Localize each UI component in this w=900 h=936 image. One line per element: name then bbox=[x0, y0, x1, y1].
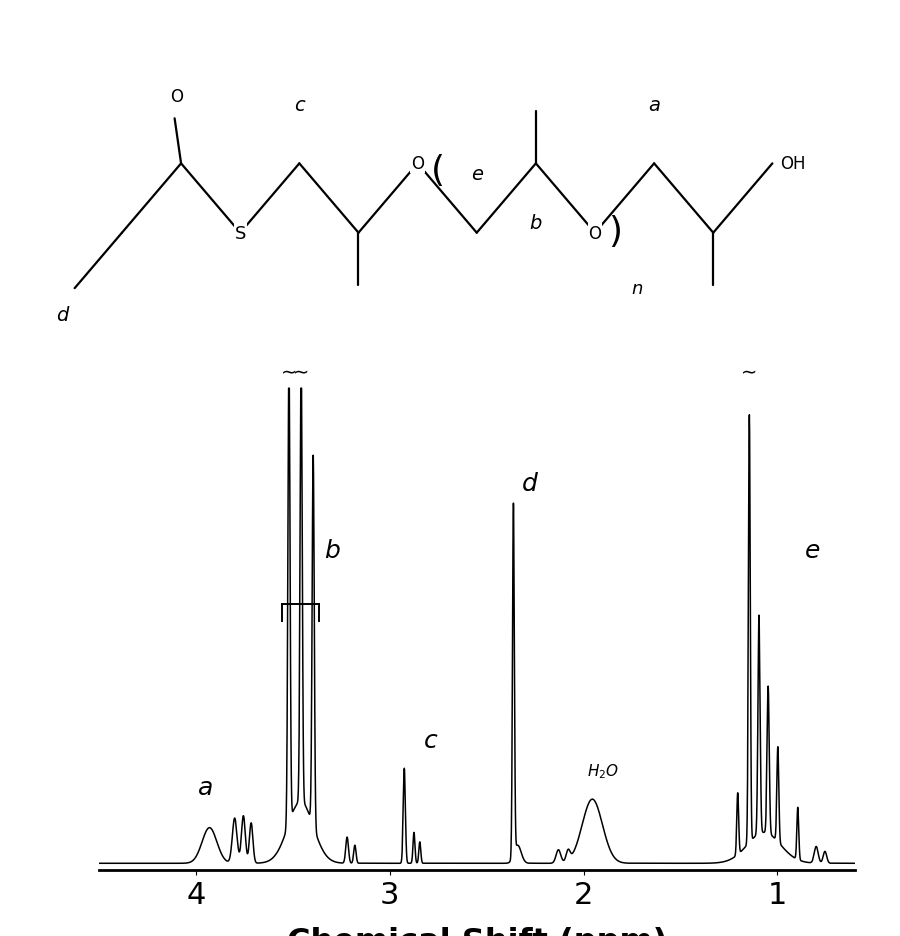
Text: e: e bbox=[805, 538, 820, 562]
Text: O: O bbox=[170, 88, 184, 106]
Text: d: d bbox=[56, 306, 68, 325]
Text: c: c bbox=[424, 728, 437, 752]
Text: OH: OH bbox=[780, 155, 806, 173]
Text: ∼: ∼ bbox=[742, 362, 758, 382]
Text: O: O bbox=[411, 155, 424, 173]
Text: (: ( bbox=[431, 154, 445, 188]
Text: b: b bbox=[324, 538, 339, 562]
Text: ∼: ∼ bbox=[293, 362, 310, 382]
Text: e: e bbox=[471, 165, 482, 184]
Text: S: S bbox=[235, 225, 246, 242]
Text: d: d bbox=[521, 472, 537, 495]
Text: $H_2O$: $H_2O$ bbox=[587, 762, 619, 781]
Text: c: c bbox=[294, 95, 305, 115]
Text: ): ) bbox=[608, 214, 622, 249]
Text: a: a bbox=[198, 775, 213, 799]
Text: ∼: ∼ bbox=[281, 362, 297, 382]
X-axis label: Chemical Shift (ppm): Chemical Shift (ppm) bbox=[287, 926, 667, 936]
Text: b: b bbox=[530, 213, 542, 232]
Text: O: O bbox=[589, 225, 601, 242]
Text: a: a bbox=[648, 95, 660, 115]
Text: n: n bbox=[632, 280, 643, 298]
